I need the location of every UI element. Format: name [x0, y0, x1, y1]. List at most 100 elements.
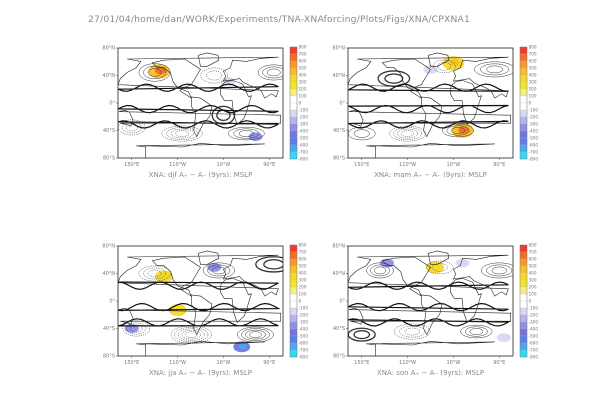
colorbar-label: -200	[529, 313, 539, 318]
colorbar-label: 800	[299, 45, 307, 50]
colorbar-label: -300	[529, 122, 539, 127]
colorbar-segment	[519, 300, 528, 309]
y-tick-label: 40°S	[103, 128, 115, 134]
contour-line	[211, 105, 236, 125]
colorbar-segment	[289, 53, 298, 62]
colorbar-segment	[519, 279, 528, 288]
colorbar-segment	[519, 88, 528, 97]
contour-line	[491, 266, 507, 275]
colorbar-label: -400	[529, 327, 539, 332]
continent-outline	[136, 340, 265, 356]
colorbar-label: 0	[529, 299, 532, 304]
colorbar-label: 300	[529, 278, 537, 283]
colorbar-label: 600	[529, 257, 537, 262]
contour-line	[138, 265, 171, 282]
zero-contour-line	[348, 104, 509, 114]
colorbar-label: -100	[529, 108, 539, 113]
colorbar-label: 100	[299, 292, 307, 297]
shaded-anomaly-core	[458, 126, 469, 134]
y-tick-label: 80°S	[333, 354, 345, 360]
colorbar-label: 200	[529, 87, 537, 92]
colorbar-label: -400	[529, 129, 539, 134]
continent-outline	[421, 96, 443, 138]
colorbar-segment	[519, 137, 528, 146]
colorbar-label: 400	[299, 73, 307, 78]
contour-line	[460, 324, 493, 339]
y-tick-label: 80°N	[332, 46, 345, 52]
colorbar-label: 600	[299, 257, 307, 262]
contour-line	[263, 259, 283, 270]
shaded-anomaly-core	[501, 334, 509, 340]
map-panel-mam: 80°N 40°N 0° 40°S 80°S 150°E 110°W 10°W 90°E XNA:…	[332, 45, 539, 180]
continent-outline	[449, 80, 482, 125]
colorbar-label: 800	[529, 243, 537, 248]
colorbar-segment	[289, 244, 298, 253]
colorbar-segment	[519, 95, 528, 104]
colorbar-segment	[519, 144, 528, 153]
colorbar-label: 200	[299, 87, 307, 92]
map-panel-jja: 80°N 40°N 0° 40°S 80°S 150°E 110°W 10°W 90°E XNA:…	[102, 243, 308, 378]
colorbar-label: 600	[299, 59, 307, 64]
contour-line	[228, 126, 265, 141]
contour-line	[138, 63, 171, 82]
contour-line	[125, 123, 138, 132]
colorbar-label: 400	[529, 73, 537, 78]
y-tick-label: 40°S	[103, 326, 115, 332]
continent-outline	[381, 58, 431, 99]
contour-line	[262, 66, 283, 79]
colorbar-frame	[519, 244, 528, 358]
colorbar-segment	[289, 102, 298, 111]
colorbar-segment	[519, 328, 528, 337]
colorbar-segment	[519, 314, 528, 323]
map-panel-djf: 80°N 40°N 0° 40°S 80°S 150°E 110°W 10°W 90°E XNA:…	[102, 45, 309, 180]
continent-outline	[136, 142, 265, 158]
continent-outline	[118, 307, 281, 325]
colorbar-segment	[289, 46, 298, 55]
shaded-anomaly-core	[428, 66, 435, 72]
map-area	[118, 48, 283, 158]
x-tick-label: 10°W	[217, 162, 231, 168]
colorbar-label: -800	[529, 157, 539, 162]
colorbar-label: -700	[529, 348, 539, 353]
colorbar-label: 700	[299, 250, 307, 255]
contour-line	[432, 59, 456, 73]
continent-outline	[427, 52, 450, 67]
y-tick-label: 0°	[109, 299, 115, 305]
colorbar-segment	[519, 286, 528, 295]
x-tick-label: 150°E	[124, 360, 139, 366]
colorbar-segment	[519, 342, 528, 351]
contour-line	[446, 125, 470, 136]
continent-outline	[348, 56, 509, 99]
x-tick-label: 110°W	[399, 162, 416, 168]
colorbar-segment	[289, 265, 298, 274]
y-tick-label: 40°N	[332, 271, 345, 277]
map-panel-son: 80°N 40°N 0° 40°S 80°S 150°E 110°W 10°W 90°E XNA:…	[332, 243, 539, 378]
y-tick-label: 80°N	[332, 244, 345, 250]
x-tick-label: 10°W	[217, 360, 231, 366]
continent-outline	[191, 96, 213, 138]
contour-line	[404, 327, 420, 336]
colorbar-label: 500	[529, 66, 537, 71]
colorbar-segment	[519, 74, 528, 83]
colorbar-segment	[289, 335, 298, 344]
contour-line	[161, 125, 203, 142]
colorbar-segment	[289, 349, 298, 358]
contour-line	[486, 264, 513, 277]
colorbar-segment	[289, 60, 298, 69]
colorbar-label: -100	[299, 108, 309, 113]
contour-line	[255, 256, 283, 273]
continent-outline	[151, 58, 201, 99]
colorbar-label: 300	[529, 80, 537, 85]
x-tick-label: 10°W	[447, 360, 461, 366]
x-tick-label: 90°E	[263, 360, 275, 366]
colorbar-segment	[289, 144, 298, 153]
contour-line	[393, 127, 422, 140]
colorbar-label: -800	[529, 355, 539, 360]
colorbar-segment	[519, 272, 528, 281]
x-tick-label: 90°E	[493, 162, 505, 168]
colorbar-segment	[289, 151, 298, 160]
continent-outline	[118, 254, 279, 297]
contour-line	[480, 63, 510, 76]
contour-line	[147, 269, 162, 278]
continent-outline	[191, 294, 213, 336]
